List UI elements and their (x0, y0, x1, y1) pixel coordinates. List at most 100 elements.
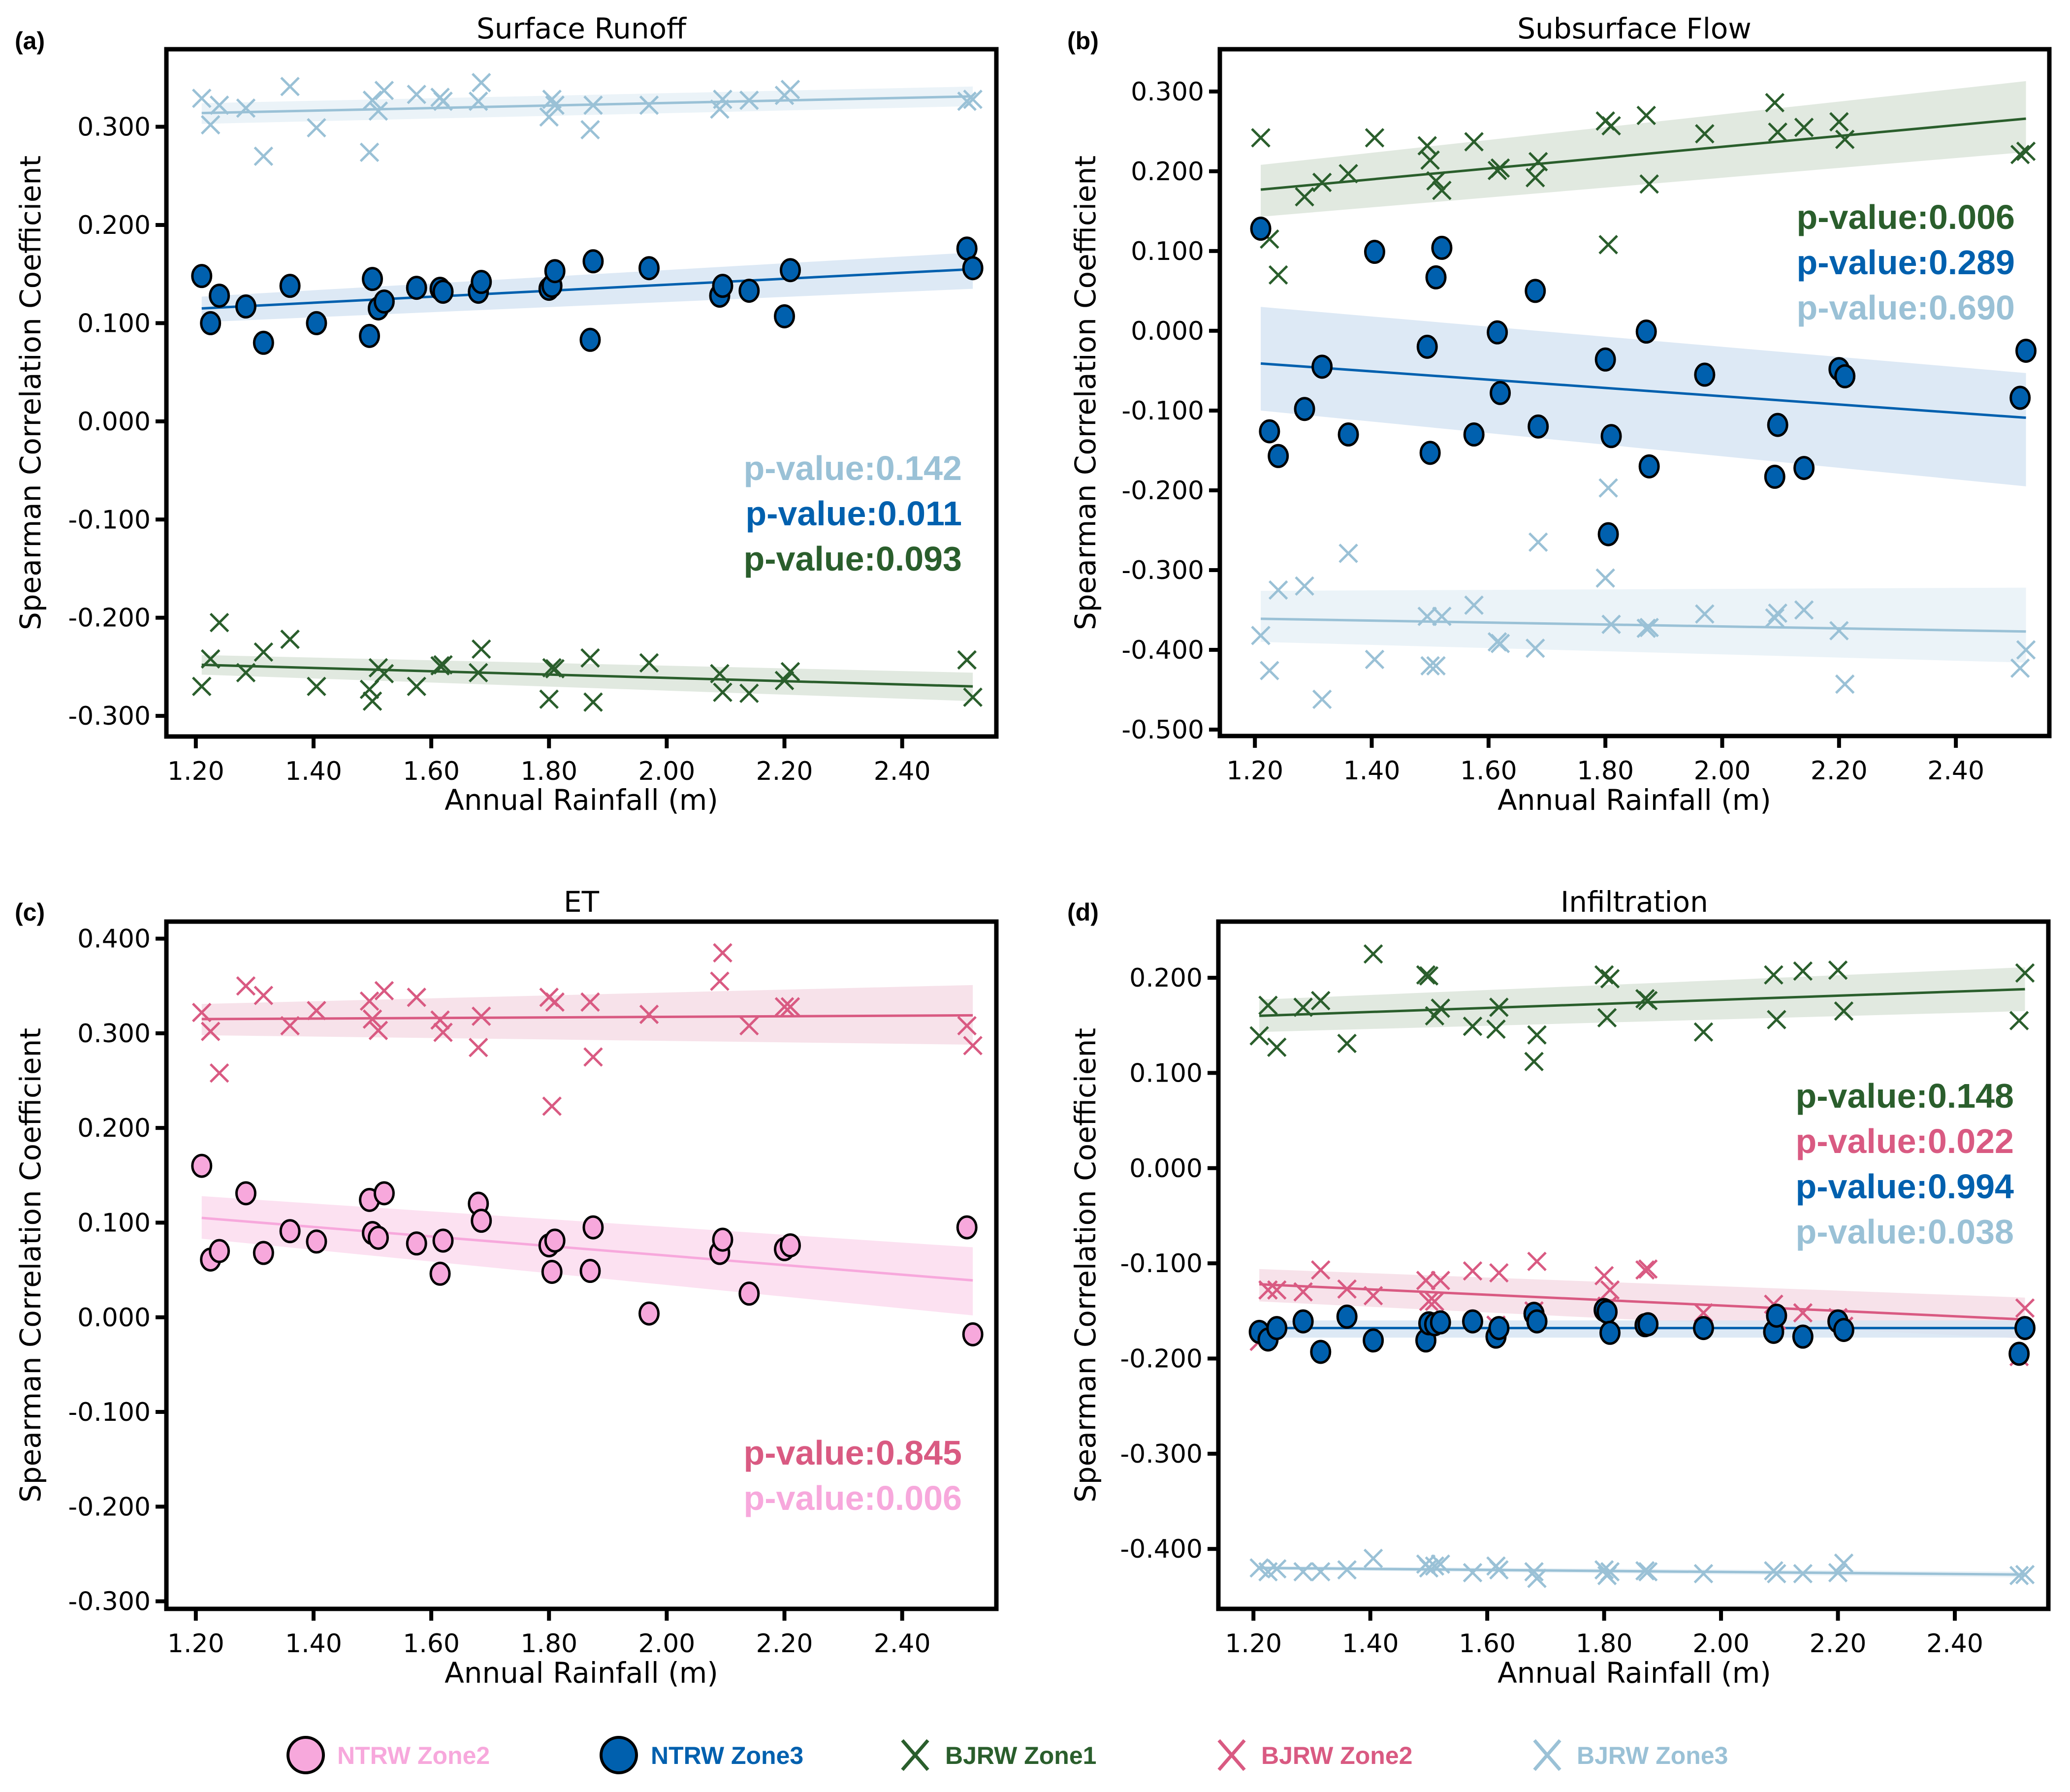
data-point-bjrw1 (200, 649, 221, 669)
data-point-bjrw3 (1636, 618, 1656, 639)
data-point-ntrw3 (1764, 464, 1785, 489)
data-point-ntrw3 (1487, 320, 1508, 345)
data-point-bjrw3 (280, 77, 300, 96)
legend-item-bjrw1: BJRW Zone1 (901, 1739, 1096, 1771)
data-point-bjrw3 (1765, 608, 1785, 628)
data-point-bjrw1 (1524, 1052, 1544, 1071)
data-point-bjrw1 (1835, 129, 1855, 149)
panel-title: Surface Runoff (477, 12, 687, 45)
data-point-bjrw1 (191, 676, 212, 697)
y-tick-label: 0.300 (77, 113, 151, 142)
data-point-ntrw3 (2009, 385, 2031, 410)
data-point-bjrw3 (1638, 1562, 1658, 1582)
data-point-bjrw2 (209, 1063, 229, 1083)
data-point-ntrw2 (738, 1281, 760, 1306)
data-point-ntrw2 (406, 1231, 427, 1256)
data-point-ntrw2 (544, 1228, 566, 1253)
data-point-bjrw1 (1793, 961, 1813, 981)
data-point-bjrw3 (1527, 1568, 1547, 1588)
data-point-bjrw2 (1527, 1251, 1547, 1272)
y-tick-label: 0.200 (1131, 157, 1204, 187)
data-point-bjrw1 (1695, 124, 1715, 144)
y-tick-label: 0.000 (1131, 317, 1204, 346)
data-point-bjrw2 (1638, 1259, 1658, 1279)
data-point-bjrw1 (1600, 969, 1620, 989)
x-tick-label: 1.20 (1225, 1629, 1282, 1659)
data-point-bjrw3 (583, 95, 603, 115)
data-point-ntrw3 (1488, 1316, 1510, 1341)
data-point-ntrw3 (471, 270, 492, 294)
data-point-bjrw3 (1363, 1548, 1383, 1568)
data-point-bjrw1 (710, 664, 730, 684)
data-point-bjrw1 (1765, 93, 1785, 113)
data-point-bjrw3 (780, 79, 800, 99)
data-point-ntrw3 (1463, 422, 1485, 447)
data-point-ntrw2 (429, 1261, 451, 1286)
data-point-bjrw1 (1828, 960, 1848, 980)
data-point-bjrw2 (468, 1037, 488, 1057)
data-point-ntrw2 (373, 1181, 395, 1206)
data-point-bjrw2 (710, 971, 730, 991)
data-point-bjrw3 (739, 90, 759, 110)
data-point-ntrw3 (373, 289, 395, 314)
data-point-ntrw2 (956, 1215, 978, 1240)
data-point-ntrw3 (1596, 1300, 1618, 1324)
data-point-ntrw3 (1292, 1309, 1314, 1334)
x-tick-label: 1.60 (403, 1629, 460, 1659)
data-point-ntrw3 (1259, 419, 1280, 444)
data-point-bjrw1 (1249, 1026, 1269, 1046)
x-tick-label: 2.20 (756, 1629, 813, 1659)
y-tick-label: -0.500 (1121, 715, 1204, 745)
data-point-bjrw2 (2015, 1298, 2035, 1318)
data-point-bjrw2 (1425, 1291, 1445, 1312)
data-point-bjrw3 (1251, 626, 1271, 645)
axes-frame (164, 47, 999, 739)
data-point-bjrw3 (471, 73, 491, 93)
data-point-bjrw1 (1431, 998, 1450, 1018)
data-point-bjrw1 (1490, 158, 1510, 178)
x-tick-label: 2.20 (1810, 1629, 1867, 1659)
x-tick-label: 1.20 (1226, 756, 1283, 786)
data-point-bjrw3 (362, 90, 382, 110)
confidence-band-bjrw1 (1259, 967, 2025, 1032)
data-point-bjrw1 (1258, 995, 1278, 1015)
data-point-bjrw3 (639, 95, 659, 115)
data-point-bjrw1 (780, 662, 800, 682)
panel-c: (c) ET 1.20 1.40 1.60 1.80 2.00 2.20 2.40 0.400… (14, 885, 999, 1690)
data-point-ntrw3 (306, 311, 327, 335)
data-point-bjrw3 (1835, 674, 1855, 694)
data-point-ntrw3 (1637, 1312, 1659, 1337)
y-tick-label: -0.300 (68, 702, 151, 731)
y-axis-title: Spearman Correlation Coefficient (1069, 1028, 1102, 1503)
data-point-bjrw2 (1594, 1266, 1614, 1286)
data-point-bjrw2 (368, 1021, 388, 1040)
axes-frame (1217, 47, 2052, 738)
data-point-bjrw1 (362, 691, 382, 711)
x-tick-label: 2.00 (638, 757, 695, 786)
data-point-bjrw1 (1768, 122, 1787, 142)
regression-line-bjrw2 (201, 1014, 973, 1021)
data-point-bjrw2 (1431, 1271, 1450, 1290)
data-point-bjrw1 (2009, 1011, 2029, 1030)
data-point-bjrw2 (471, 1006, 491, 1026)
data-point-bjrw3 (1794, 600, 1814, 620)
data-point-bjrw2 (1293, 1282, 1313, 1302)
confidence-band-bjrw1 (201, 655, 973, 702)
legend-item-ntrw2: NTRW Zone2 (287, 1736, 490, 1774)
data-point-bjrw1 (1526, 168, 1545, 188)
y-tick-label: -0.300 (1121, 556, 1204, 585)
data-point-bjrw3 (1524, 1562, 1544, 1582)
data-point-bjrw2 (1489, 1263, 1509, 1283)
data-point-ntrw2 (638, 1301, 660, 1326)
x-axis-title: Annual Rainfall (m) (445, 783, 718, 817)
data-point-ntrw3 (582, 249, 604, 274)
x-tick-label: 2.40 (1926, 1629, 1983, 1659)
data-point-bjrw1 (2016, 141, 2036, 161)
legend-marker-circle-icon (287, 1736, 325, 1774)
data-point-bjrw2 (280, 1016, 300, 1036)
y-tick-label: -0.200 (1121, 476, 1204, 506)
data-point-ntrw3 (253, 330, 274, 355)
legend-item-bjrw2: BJRW Zone2 (1217, 1739, 1412, 1771)
data-point-bjrw1 (236, 663, 256, 683)
data-point-ntrw2 (541, 1259, 563, 1284)
